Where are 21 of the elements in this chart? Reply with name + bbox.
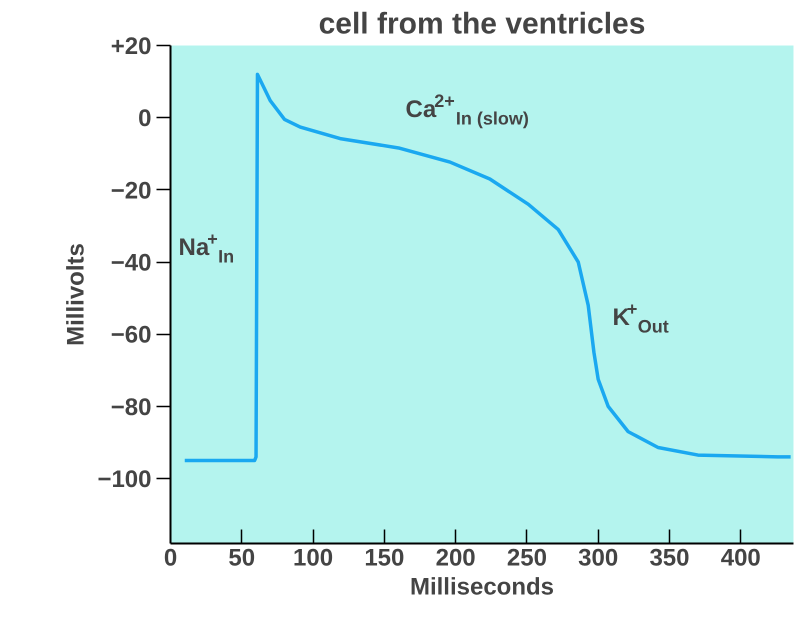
- y-tick-label: −40: [110, 250, 152, 277]
- annotation: Na+In: [178, 229, 234, 266]
- x-tick-label: 50: [228, 544, 256, 572]
- x-tick-label: 150: [364, 544, 404, 572]
- x-tick-label: 100: [293, 544, 334, 572]
- x-tick-label: 400: [720, 544, 761, 572]
- x-tick-label: 0: [164, 544, 178, 572]
- y-tick-label: 0: [138, 105, 152, 132]
- chart-title: cell from the ventricles: [318, 8, 646, 40]
- y-tick-label: −20: [110, 177, 152, 204]
- x-axis-title: Milliseconds: [410, 574, 554, 600]
- y-axis-title: Millivolts: [62, 243, 90, 346]
- y-tick-label: +20: [110, 33, 152, 60]
- y-tick-label: −60: [110, 322, 152, 349]
- x-tick-label: 200: [436, 544, 476, 572]
- x-tick-label: 250: [506, 544, 547, 572]
- y-tick-label: −100: [97, 466, 152, 494]
- y-tick-label: −80: [110, 394, 152, 421]
- annotation: K+Out: [612, 299, 669, 336]
- x-tick-label: 350: [649, 544, 690, 572]
- x-tick-label: 300: [578, 544, 618, 572]
